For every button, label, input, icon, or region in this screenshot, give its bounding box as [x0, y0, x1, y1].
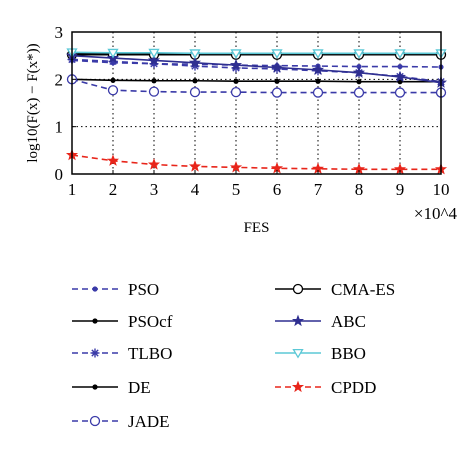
marker-triangle	[292, 348, 304, 359]
marker-circle	[189, 86, 201, 98]
marker-triangle	[107, 48, 119, 59]
series-line	[71, 154, 441, 171]
marker-dot	[315, 78, 321, 84]
legend-label: PSOcf	[128, 312, 173, 331]
marker-star	[393, 70, 407, 83]
series-line	[71, 58, 442, 83]
marker-circle	[312, 87, 324, 98]
marker-triangle	[312, 49, 324, 59]
x-tick-label: 10	[433, 180, 450, 199]
x-tick-label: 2	[109, 180, 118, 199]
series-line	[71, 78, 441, 83]
marker-circle	[107, 85, 119, 96]
x-tick-label: 6	[273, 180, 282, 199]
marker-circle	[292, 283, 304, 295]
x-tick-label: 4	[191, 180, 200, 199]
marker-dot	[233, 78, 239, 84]
marker-star	[229, 161, 243, 173]
x-tick-label: 5	[232, 180, 241, 199]
legend: PSO PSOcf TLBO DE JADE CMA-ES ABC BBO CPDD	[72, 280, 395, 431]
marker-asterisk	[91, 349, 99, 357]
legend-label: TLBO	[128, 344, 172, 363]
marker-star	[229, 58, 243, 71]
series-bbo	[66, 48, 447, 59]
legend-label: JADE	[128, 412, 170, 431]
x-tick-label: 8	[355, 180, 364, 199]
legend-item: ABC	[275, 312, 366, 331]
x-axis-multiplier: ×10^4	[414, 204, 458, 223]
marker-dot	[274, 78, 280, 84]
legend-label: PSO	[128, 280, 159, 299]
marker-triangle	[189, 49, 201, 59]
marker-circle	[271, 87, 283, 98]
marker-triangle	[394, 49, 406, 59]
legend-item: PSO	[72, 280, 159, 299]
series-cpdd	[65, 148, 448, 175]
marker-circle	[353, 87, 365, 98]
marker-dot	[92, 286, 98, 292]
marker-star	[188, 160, 202, 172]
y-axis-label: log10(F(x) − F(x*))	[25, 43, 41, 162]
y-tick-label: 0	[55, 165, 64, 184]
marker-star	[188, 56, 202, 68]
legend-item: CMA-ES	[275, 280, 395, 299]
y-tick-label: 1	[55, 118, 64, 137]
marker-dot	[110, 77, 116, 83]
marker-star	[311, 63, 325, 76]
series-line	[71, 51, 441, 55]
marker-star	[352, 66, 366, 78]
x-tick-label: 1	[68, 180, 77, 199]
marker-dot	[151, 78, 157, 84]
plot-frame	[71, 31, 442, 175]
legend-label: CMA-ES	[331, 280, 395, 299]
y-tick-label: 2	[55, 70, 64, 89]
marker-star	[106, 154, 120, 166]
legend-item: TLBO	[72, 344, 172, 363]
x-tick-label: 9	[396, 180, 405, 199]
y-tick-label: 3	[55, 23, 64, 42]
marker-dot	[356, 79, 362, 85]
series-cma-es	[66, 49, 447, 60]
series-jade	[66, 74, 447, 98]
marker-dot	[397, 63, 403, 70]
marker-triangle	[271, 49, 283, 59]
x-tick-label: 3	[150, 180, 159, 199]
marker-dot	[92, 318, 98, 324]
legend-item: BBO	[275, 344, 366, 363]
legend-label: DE	[128, 378, 151, 397]
legend-label: ABC	[331, 312, 366, 331]
marker-star	[291, 380, 305, 393]
marker-triangle	[148, 48, 160, 59]
y-axis-label-text: log10(F(x) − F(x*))	[25, 43, 41, 162]
series-line	[71, 54, 442, 84]
legend-label: CPDD	[331, 378, 376, 397]
x-tick-label: 7	[314, 180, 323, 199]
series-abc	[65, 49, 448, 88]
series-de	[69, 76, 444, 85]
legend-item: PSOcf	[72, 312, 173, 331]
marker-dot	[192, 78, 198, 84]
marker-star	[147, 54, 161, 66]
marker-star	[291, 314, 305, 327]
marker-circle	[230, 86, 242, 98]
marker-circle	[89, 415, 101, 427]
marker-circle	[394, 87, 406, 98]
marker-star	[147, 158, 161, 170]
legend-label: BBO	[331, 344, 366, 363]
x-axis-label: FES	[244, 220, 270, 236]
legend-item: DE	[72, 378, 151, 397]
series-layer	[65, 48, 448, 175]
marker-circle	[148, 86, 160, 97]
legend-item: JADE	[72, 412, 170, 431]
marker-dot	[92, 384, 98, 390]
marker-triangle	[230, 49, 242, 59]
series-line	[71, 78, 441, 94]
marker-star	[270, 61, 284, 73]
marker-triangle	[353, 49, 365, 59]
legend-item: CPDD	[275, 378, 376, 397]
